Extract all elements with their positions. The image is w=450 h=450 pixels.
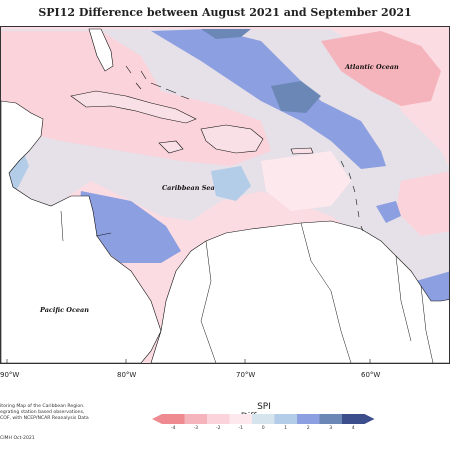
lesser-antilles [340, 160, 364, 232]
legend-swatch [252, 414, 275, 424]
lon-label-70w: 70°W [236, 371, 256, 379]
legend-bar-group [152, 414, 375, 424]
lon-label-80w: 80°W [117, 371, 137, 379]
legend-tick-label: 1 [284, 426, 288, 431]
pacific-ocean-label: Pacific Ocean [40, 306, 89, 314]
country-borders [60, 210, 434, 363]
legend-swatch [342, 414, 365, 424]
legend-tick-label: 3 [329, 426, 333, 431]
pink-zone-central [261, 151, 351, 211]
legend-swatch [274, 414, 298, 424]
spi-difference-map [1, 27, 449, 363]
pink-zone-atlantic [321, 31, 441, 106]
hispaniola-island [200, 124, 264, 154]
legend-tick-label: -3 [193, 426, 199, 431]
pink-zone-east [396, 171, 449, 236]
legend-swatch [229, 414, 253, 424]
legend-tick-label: -1 [238, 426, 244, 431]
legend-swatch [184, 414, 208, 424]
puerto-rico-island [290, 147, 314, 155]
legend-tick-label: 0 [261, 426, 265, 431]
legend-swatch [162, 414, 185, 424]
legend-swatch [319, 414, 343, 424]
credits-text: itoring Map of the Caribbean Region. egr… [0, 404, 89, 422]
jamaica-island [158, 140, 184, 154]
florida-land [88, 28, 114, 72]
legend-arrow-right [364, 414, 375, 424]
lightblue-zone-caribbean [211, 166, 251, 201]
bahamas-islands [125, 65, 190, 100]
lon-label-90w: 90°W [0, 371, 20, 379]
atlantic-ocean-label: Atlantic Ocean [345, 63, 399, 71]
longitude-ticks [6, 359, 371, 363]
legend-tick-label: 4 [351, 426, 355, 431]
legend-tick-label: -2 [215, 426, 221, 431]
blue-spot-east [376, 201, 401, 223]
legend-tick-label: 2 [306, 426, 310, 431]
legend-swatch [297, 414, 320, 424]
cuba-island [70, 90, 197, 124]
darkblue-spot [271, 81, 321, 113]
legend-arrow-left [152, 414, 162, 424]
lon-label-60w: 60°W [361, 371, 381, 379]
central-america-land [1, 100, 162, 363]
map-panel [0, 26, 450, 364]
legend-colorbar [152, 414, 375, 424]
credit-line: COF, with NCEP/NCAR Reanalysis Data [0, 416, 89, 421]
south-america-land [150, 220, 449, 363]
source-text: CIMH Oct-2021 [0, 436, 35, 441]
legend-swatch [207, 414, 230, 424]
credit-line: itoring Map of the Caribbean Region. [0, 404, 85, 409]
map-title: SPI12 Difference between August 2021 and… [38, 6, 412, 19]
darkblue-top [201, 29, 251, 39]
blue-zone-pacific-coast [79, 191, 181, 263]
credit-line: egrating station based observations, [0, 410, 85, 415]
legend-tick-label: -4 [170, 426, 176, 431]
blue-band-northeast [151, 29, 386, 169]
caribbean-sea-label: Caribbean Sea [162, 184, 215, 192]
